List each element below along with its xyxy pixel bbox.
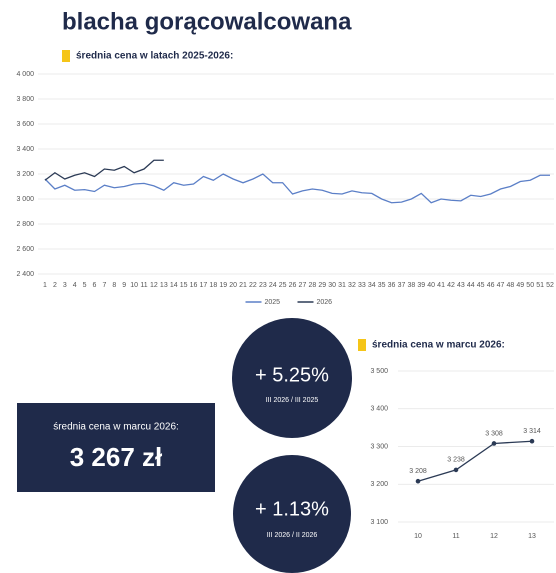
x-tick-label: 8 bbox=[112, 282, 116, 289]
x-tick-label: 25 bbox=[279, 282, 287, 289]
x-tick-label: 14 bbox=[170, 282, 178, 289]
summary-label: średnia cena w marcu 2026: bbox=[53, 422, 179, 433]
x-tick-label: 51 bbox=[536, 282, 544, 289]
y-tick-label: 3 400 bbox=[16, 146, 34, 153]
point bbox=[530, 439, 535, 444]
series-line bbox=[45, 174, 550, 203]
x-tick-label: 36 bbox=[388, 282, 396, 289]
change-value: + 5.25% bbox=[255, 364, 329, 386]
y-tick-label: 3 200 bbox=[370, 481, 388, 488]
y-tick-label: 3 200 bbox=[16, 171, 34, 178]
x-tick-label: 13 bbox=[528, 533, 536, 540]
y-tick-label: 2 600 bbox=[16, 246, 34, 253]
y-tick-label: 3 100 bbox=[370, 519, 388, 526]
x-tick-label: 3 bbox=[63, 282, 67, 289]
x-tick-label: 42 bbox=[447, 282, 455, 289]
series-line bbox=[418, 441, 532, 481]
x-tick-label: 37 bbox=[398, 282, 406, 289]
x-tick-label: 29 bbox=[318, 282, 326, 289]
x-tick-label: 43 bbox=[457, 282, 465, 289]
x-tick-label: 10 bbox=[414, 533, 422, 540]
x-tick-label: 11 bbox=[452, 533, 459, 540]
x-tick-label: 4 bbox=[73, 282, 77, 289]
x-tick-label: 48 bbox=[506, 282, 514, 289]
x-tick-label: 19 bbox=[219, 282, 227, 289]
x-tick-label: 16 bbox=[190, 282, 198, 289]
series-line bbox=[45, 160, 164, 180]
value-label: 3 308 bbox=[485, 430, 503, 437]
x-tick-label: 28 bbox=[308, 282, 316, 289]
x-tick-label: 34 bbox=[368, 282, 376, 289]
x-tick-label: 49 bbox=[516, 282, 524, 289]
x-tick-label: 35 bbox=[378, 282, 386, 289]
x-tick-label: 18 bbox=[209, 282, 217, 289]
x-tick-label: 38 bbox=[407, 282, 415, 289]
x-tick-label: 47 bbox=[497, 282, 505, 289]
x-tick-label: 9 bbox=[122, 282, 126, 289]
x-tick-label: 20 bbox=[229, 282, 237, 289]
value-label: 3 238 bbox=[447, 457, 465, 464]
x-tick-label: 2 bbox=[53, 282, 57, 289]
x-tick-label: 22 bbox=[249, 282, 257, 289]
y-tick-label: 3 000 bbox=[16, 196, 34, 203]
point bbox=[454, 468, 459, 473]
x-tick-label: 27 bbox=[299, 282, 307, 289]
x-tick-label: 31 bbox=[338, 282, 346, 289]
y-tick-label: 3 300 bbox=[370, 443, 388, 450]
change-caption: III 2026 / II 2026 bbox=[267, 532, 318, 539]
value-label: 3 314 bbox=[523, 428, 541, 435]
y-tick-label: 3 400 bbox=[370, 406, 388, 413]
y-tick-label: 2 400 bbox=[16, 271, 34, 278]
x-tick-label: 26 bbox=[289, 282, 297, 289]
chart-title: średnia cena w marcu 2026: bbox=[372, 340, 505, 351]
x-tick-label: 41 bbox=[437, 282, 445, 289]
y-tick-label: 2 800 bbox=[16, 221, 34, 228]
summary-value: 3 267 zł bbox=[70, 442, 163, 472]
x-tick-label: 12 bbox=[150, 282, 158, 289]
x-tick-label: 5 bbox=[83, 282, 87, 289]
x-tick-label: 32 bbox=[348, 282, 356, 289]
chart-title: średnia cena w latach 2025-2026: bbox=[76, 51, 233, 62]
change-value: + 1.13% bbox=[255, 498, 329, 520]
point bbox=[416, 479, 421, 484]
legend-label: 2026 bbox=[317, 299, 333, 306]
x-tick-label: 30 bbox=[328, 282, 336, 289]
title-marker bbox=[62, 50, 70, 62]
x-tick-label: 45 bbox=[477, 282, 485, 289]
x-tick-label: 15 bbox=[180, 282, 188, 289]
x-tick-label: 46 bbox=[487, 282, 495, 289]
y-tick-label: 3 800 bbox=[16, 96, 34, 103]
legend-label: 2025 bbox=[265, 299, 281, 306]
x-tick-label: 12 bbox=[490, 533, 498, 540]
x-tick-label: 50 bbox=[526, 282, 534, 289]
x-tick-label: 17 bbox=[200, 282, 208, 289]
y-tick-label: 3 600 bbox=[16, 121, 34, 128]
x-tick-label: 1 bbox=[43, 282, 47, 289]
x-tick-label: 44 bbox=[467, 282, 475, 289]
x-tick-label: 6 bbox=[93, 282, 97, 289]
x-tick-label: 24 bbox=[269, 282, 277, 289]
point bbox=[492, 441, 497, 446]
x-tick-label: 13 bbox=[160, 282, 168, 289]
page-title: blacha gorącowalcowana bbox=[62, 8, 352, 35]
x-tick-label: 23 bbox=[259, 282, 267, 289]
change-caption: III 2026 / III 2025 bbox=[266, 397, 319, 404]
x-tick-label: 7 bbox=[102, 282, 106, 289]
y-tick-label: 3 500 bbox=[370, 368, 388, 375]
x-tick-label: 21 bbox=[239, 282, 247, 289]
x-tick-label: 11 bbox=[140, 282, 147, 289]
value-label: 3 208 bbox=[409, 468, 427, 475]
page: blacha gorącowalcowana średnia cena w ma… bbox=[0, 0, 556, 573]
x-tick-label: 33 bbox=[358, 282, 366, 289]
x-tick-label: 40 bbox=[427, 282, 435, 289]
x-tick-label: 10 bbox=[130, 282, 138, 289]
title-marker bbox=[358, 339, 366, 351]
x-tick-label: 52 bbox=[546, 282, 554, 289]
y-tick-label: 4 000 bbox=[16, 71, 34, 78]
x-tick-label: 39 bbox=[417, 282, 425, 289]
